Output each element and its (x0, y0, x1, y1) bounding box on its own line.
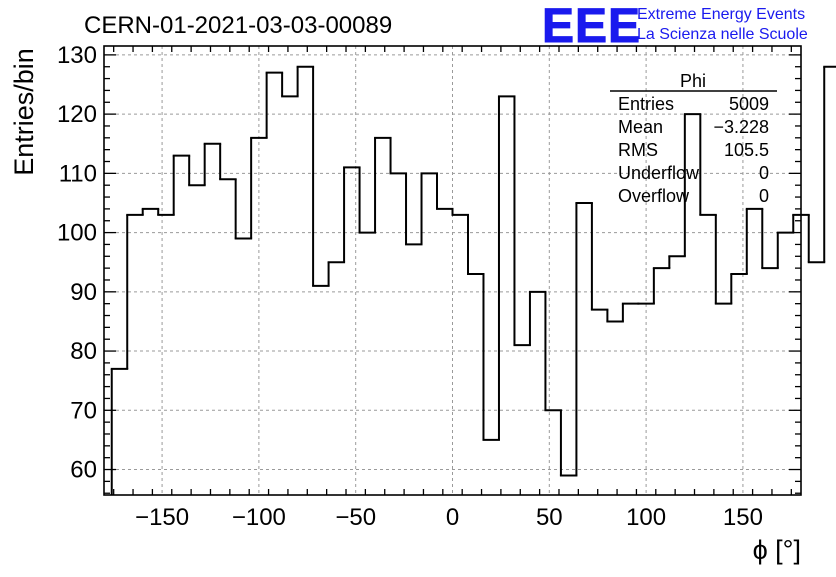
stats-value-entries: 5009 (729, 94, 769, 114)
stats-value-overflow: 0 (759, 186, 769, 206)
x-tick-label: −100 (232, 504, 286, 531)
stats-label-rms: RMS (618, 140, 658, 160)
x-tick-label: −150 (135, 504, 189, 531)
y-tick-label: 120 (57, 101, 97, 128)
x-tick-label: 150 (723, 504, 763, 531)
axis-ticks (104, 46, 801, 495)
y-tick-label: 130 (57, 42, 97, 69)
stats-title: Phi (680, 71, 706, 91)
plot-frame (103, 45, 802, 496)
x-tick-label: −50 (335, 504, 376, 531)
x-tick-label: 0 (446, 504, 459, 531)
y-axis-label: Entries/bin (9, 48, 39, 176)
y-tick-label: 110 (59, 160, 97, 187)
stats-label-overflow: Overflow (618, 186, 690, 206)
y-tick-label: 70 (70, 397, 97, 424)
stats-value-underflow: 0 (759, 163, 769, 183)
logo-subtitle-line2: La Scienza nelle Scuole (637, 26, 808, 43)
chart-title: CERN-01-2021-03-03-00089 (84, 12, 392, 39)
x-axis-label: ϕ [°] (753, 535, 801, 565)
y-tick-label: 80 (70, 338, 97, 365)
stats-label-underflow: Underflow (618, 163, 700, 183)
x-tick-label: 50 (536, 504, 563, 531)
x-tick-label: 100 (626, 504, 666, 531)
logo-subtitle-line1: Extreme Energy Events (637, 6, 805, 23)
y-tick-label: 60 (70, 457, 97, 484)
stats-label-entries: Entries (618, 94, 674, 114)
stats-value-rms: 105.5 (724, 140, 769, 160)
y-tick-label: 100 (57, 220, 97, 247)
histogram-series (110, 65, 836, 495)
stats-value-mean: −3.228 (713, 117, 769, 137)
stats-box: Phi Entries 5009 Mean −3.228 RMS 105.5 U… (610, 71, 777, 206)
grid-lines (104, 46, 801, 495)
y-tick-label: 90 (70, 279, 97, 306)
stats-label-mean: Mean (618, 117, 663, 137)
eee-logo-text: EEE (542, 0, 641, 53)
tick-labels: −150 −100 −50 0 50 100 150 60 70 80 90 100 110 120 130 (57, 42, 763, 531)
eee-logo: EEE Extreme Energy Events La Scienza nel… (542, 0, 808, 54)
